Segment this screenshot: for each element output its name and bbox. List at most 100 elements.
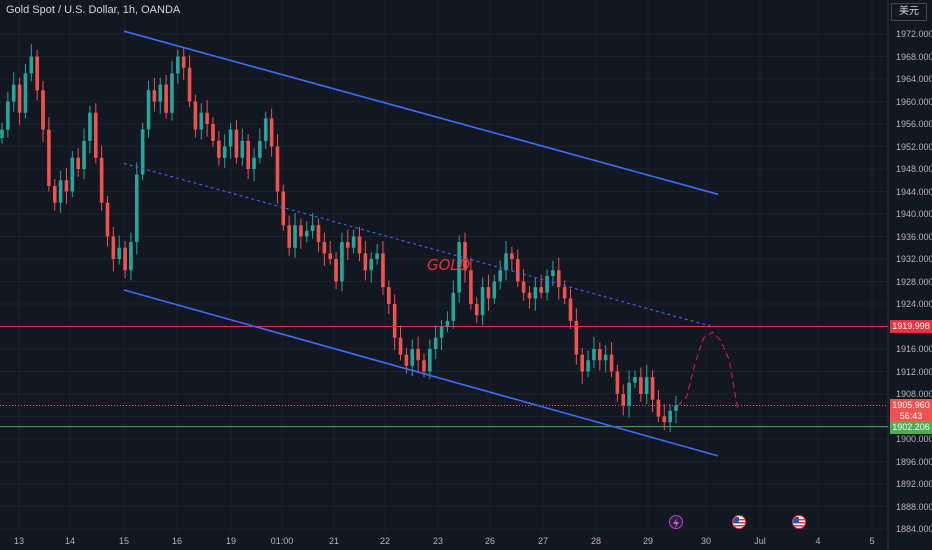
- price-tick-label: 1916.000: [896, 344, 932, 354]
- candle-body: [345, 242, 350, 248]
- candle-body: [404, 354, 409, 366]
- candle-body: [170, 73, 174, 113]
- candle-body: [205, 112, 209, 124]
- candle-body: [527, 292, 532, 299]
- time-tick-label: 21: [328, 536, 340, 546]
- candle-body: [164, 84, 168, 113]
- time-tick-label: 28: [590, 536, 602, 546]
- candle-body: [521, 281, 526, 293]
- candle-body: [445, 320, 450, 327]
- candle-body: [252, 157, 256, 169]
- candle-body: [334, 259, 338, 282]
- price-tick-label: 1932.000: [896, 254, 932, 264]
- candle-body: [152, 90, 157, 102]
- candle-body: [562, 287, 567, 299]
- candle-body: [258, 140, 262, 158]
- candle-body: [70, 157, 75, 192]
- price-tick-label: 1900.000: [896, 434, 932, 444]
- candle-body: [375, 253, 379, 259]
- candle-body: [668, 410, 672, 423]
- time-tick-label: 27: [537, 536, 549, 546]
- lightning-icon[interactable]: [669, 515, 683, 529]
- time-tick-label: 22: [379, 536, 391, 546]
- candle-body: [299, 225, 303, 237]
- candle-body: [17, 84, 22, 113]
- candle-body: [228, 129, 233, 147]
- candle-body: [586, 360, 590, 372]
- candle-body: [533, 287, 538, 299]
- candle-body: [281, 191, 286, 226]
- candle-body: [492, 281, 497, 299]
- candle-body: [199, 112, 204, 130]
- candle-body: [539, 287, 543, 293]
- candle-body: [556, 270, 561, 288]
- time-tick-label: 13: [13, 536, 25, 546]
- gold-annotation[interactable]: GOLD: [427, 256, 471, 274]
- price-tick-label: 1952.000: [896, 141, 932, 152]
- time-tick-label: 4: [815, 536, 821, 546]
- candle-body: [99, 157, 104, 203]
- time-tick-label: Jul: [754, 536, 766, 546]
- candle-body: [603, 354, 608, 361]
- price-tick-label: 1964.000: [896, 74, 932, 84]
- candle-body: [269, 118, 274, 147]
- candle-body: [609, 354, 614, 372]
- candle-body: [217, 140, 221, 158]
- candle-body: [463, 242, 467, 271]
- candle-body: [568, 298, 573, 321]
- candle-body: [263, 118, 268, 141]
- candle-body: [674, 405, 678, 411]
- candle-body: [392, 304, 397, 338]
- time-tick-label: 26: [484, 536, 496, 546]
- us-flag-icon[interactable]: [732, 515, 746, 529]
- candle-body: [633, 377, 637, 383]
- candle-body: [93, 112, 98, 158]
- candle-body: [187, 67, 192, 102]
- currency-button[interactable]: 美元: [891, 3, 927, 21]
- price-tick-label: 1948.000: [896, 164, 932, 174]
- candle-body: [615, 371, 620, 394]
- time-tick-label: 30: [700, 536, 712, 546]
- candle-body: [310, 225, 315, 231]
- candle-body: [498, 270, 502, 282]
- candle-body: [123, 247, 127, 271]
- candle-body: [293, 225, 297, 248]
- candle-body: [234, 129, 239, 158]
- candle-body: [621, 394, 626, 406]
- us-flag-icon[interactable]: [792, 515, 806, 529]
- candle-body: [428, 349, 432, 372]
- candle-body: [598, 349, 602, 361]
- candle-body: [469, 270, 473, 304]
- candle-body: [240, 140, 245, 158]
- price-tick-label: 1896.000: [896, 456, 932, 467]
- candle-body: [146, 90, 151, 130]
- candle-body: [41, 90, 45, 130]
- candle-body: [644, 377, 649, 394]
- candle-body: [416, 349, 420, 361]
- candle-body: [304, 230, 309, 237]
- candle-body: [510, 253, 514, 259]
- candle-body: [88, 112, 92, 141]
- price-tick-label: 1956.000: [896, 119, 932, 129]
- countdown-timer: 56:43: [899, 411, 923, 421]
- candle-body: [340, 242, 344, 282]
- candle-body: [363, 253, 368, 271]
- candle-body: [574, 320, 579, 355]
- candle-body: [275, 146, 280, 192]
- candle-body: [287, 225, 291, 248]
- candle-body: [246, 140, 250, 169]
- channel-mid-dashed-line: [123, 162, 713, 327]
- candle-body: [111, 236, 116, 259]
- resistance-price-tag: 1919.998: [890, 320, 932, 333]
- candle-body: [433, 337, 438, 349]
- channel-lower-line: [123, 289, 719, 457]
- candle-body: [328, 253, 333, 259]
- candle-body: [457, 242, 461, 293]
- time-tick-label: 15: [118, 536, 130, 546]
- time-tick-label: 14: [64, 536, 76, 546]
- candle-body: [351, 236, 356, 248]
- time-tick-label: 01:00: [270, 536, 294, 546]
- price-tick-label: 1936.000: [896, 231, 932, 242]
